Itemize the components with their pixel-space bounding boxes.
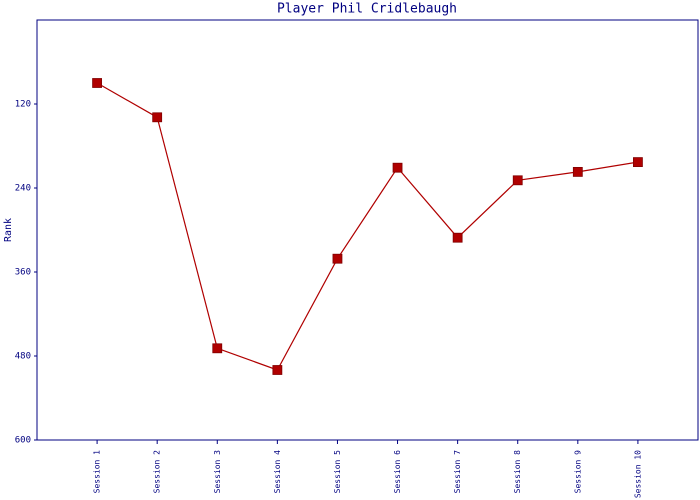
marker xyxy=(512,175,523,186)
x-tick-label: Session 6 xyxy=(393,450,402,494)
y-tick-label: 240 xyxy=(15,184,31,194)
y-axis-label: Rank xyxy=(3,218,14,242)
x-tick-label: Session 1 xyxy=(93,450,102,494)
y-tick-label: 120 xyxy=(15,100,31,110)
marker xyxy=(152,112,163,123)
x-tick-label: Session 5 xyxy=(333,450,342,494)
plot-frame xyxy=(36,19,699,441)
chart-title: Player Phil Cridlebaugh xyxy=(277,2,457,17)
marker xyxy=(332,253,343,264)
x-tick-label: Session 10 xyxy=(633,450,642,498)
y-tick-label: 600 xyxy=(15,436,31,446)
marker xyxy=(92,78,102,88)
x-tick-label: Session 3 xyxy=(213,450,222,494)
marker xyxy=(633,157,643,168)
x-tick-label: Session 4 xyxy=(273,450,282,494)
x-tick-label: Session 9 xyxy=(573,450,582,494)
marker xyxy=(212,343,223,354)
y-tick-label: 480 xyxy=(15,352,31,362)
y-tick-label: 360 xyxy=(15,268,31,278)
line xyxy=(96,82,639,371)
x-tick-label: Session 2 xyxy=(153,450,162,494)
marker xyxy=(272,365,283,375)
marker xyxy=(452,232,463,243)
x-tick-label: Session 7 xyxy=(453,450,462,494)
marker xyxy=(392,162,403,173)
x-tick-label: Session 8 xyxy=(513,450,522,494)
marker xyxy=(572,166,583,177)
